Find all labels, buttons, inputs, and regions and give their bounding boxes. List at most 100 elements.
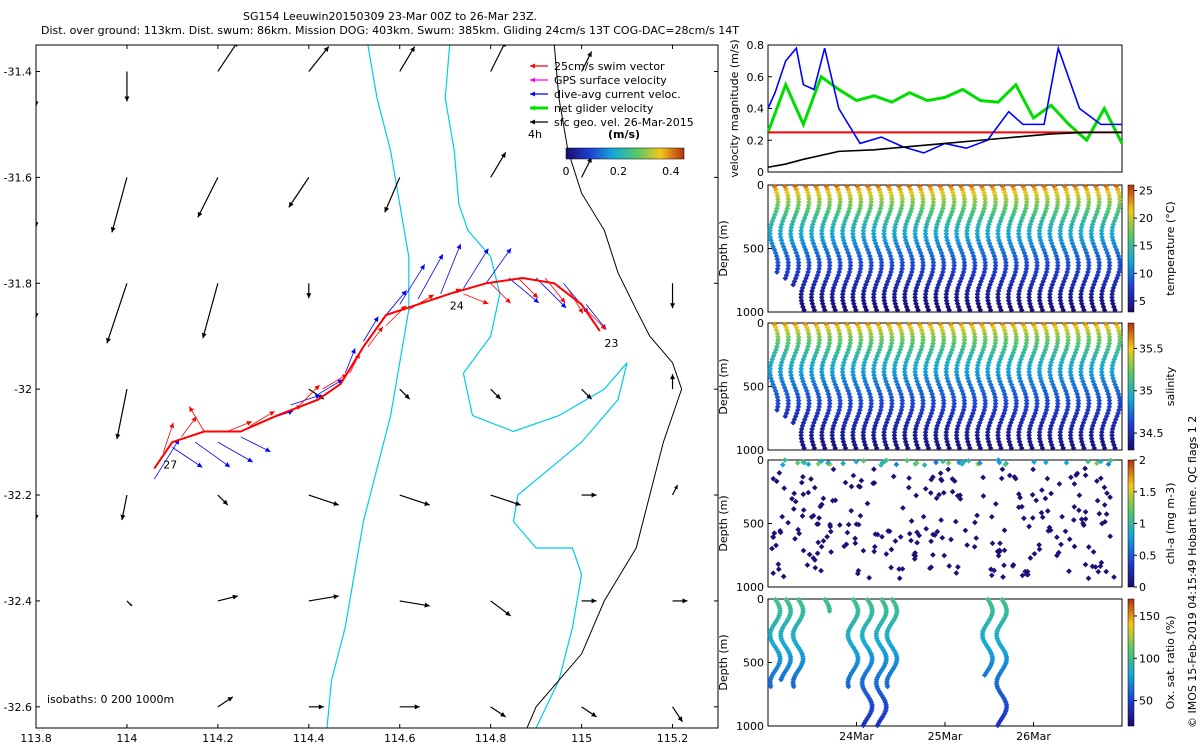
profile-point [889, 334, 895, 340]
chl-point [896, 566, 902, 572]
glider-track: 27 24 23 [153, 243, 618, 480]
profile-point [1106, 337, 1113, 343]
profile-point [850, 291, 856, 298]
chl-point [805, 489, 812, 496]
profile-point [795, 397, 802, 404]
chl-point [948, 536, 954, 543]
profile-point [808, 227, 815, 234]
chl-point [1090, 549, 1097, 555]
profile-point [1005, 432, 1012, 439]
profile-point [829, 369, 836, 375]
chl-point [1012, 475, 1019, 482]
sfc-velocity-arrow [672, 706, 684, 723]
chl-point [890, 473, 897, 480]
profile-point [1044, 259, 1051, 266]
profile-point [1096, 337, 1103, 343]
profile-point [943, 432, 950, 439]
sfc-velocity-arrow [201, 283, 219, 339]
profile-point [1036, 429, 1043, 436]
profile-point [873, 445, 880, 451]
chl-point [792, 498, 799, 505]
profile-point [974, 291, 981, 298]
profile-point [943, 231, 950, 237]
chl-point [1036, 542, 1042, 548]
profile-point [775, 397, 781, 404]
profile-point [964, 291, 970, 298]
profile-point [1023, 196, 1030, 202]
sfc-velocity-arrow [399, 494, 430, 506]
profile-point [894, 307, 901, 313]
profile-point [1023, 259, 1030, 266]
profile-point [847, 400, 854, 407]
chl-point [840, 460, 846, 467]
profile-point [964, 432, 970, 439]
profile-point [1008, 445, 1015, 451]
profile-point [857, 259, 864, 266]
profile-point [901, 291, 908, 298]
profile-point [1057, 432, 1064, 439]
profile-point [881, 227, 887, 234]
chl-point [1066, 568, 1072, 575]
profile-point [964, 429, 970, 436]
profile-point [878, 397, 885, 404]
colorbar-tick-label: 25 [1139, 185, 1153, 198]
profile-point [992, 199, 999, 205]
profile-point [826, 196, 833, 202]
profile-point [998, 445, 1004, 451]
profile-point [881, 369, 887, 375]
profile-point [1078, 294, 1084, 301]
colorbar-label: chl-a (mg m-3) [1164, 483, 1177, 565]
profile-point [795, 259, 802, 266]
profile-point [982, 400, 989, 407]
chl-point [776, 470, 783, 476]
profile-point [1047, 227, 1053, 234]
profile-point [795, 400, 802, 407]
chl-point [827, 528, 834, 535]
profile-point [982, 199, 989, 205]
velocity-frame [767, 44, 1123, 173]
chl-point [811, 484, 818, 491]
dac-arrow [344, 348, 356, 374]
profile-point [1078, 227, 1084, 234]
profile-point [1078, 432, 1084, 439]
chl-point [971, 543, 978, 550]
chl-point [1027, 555, 1034, 561]
chl-point [1056, 481, 1063, 487]
chl-point [1059, 513, 1065, 520]
profile-point [1023, 199, 1030, 205]
map-ytick-label: -32.2 [4, 489, 32, 502]
profile-point [953, 429, 960, 436]
sfc-velocity-arrow [106, 283, 128, 344]
chl-point [1066, 536, 1073, 543]
profile-point [953, 291, 960, 298]
colorbar-tick-label: 15 [1139, 240, 1153, 253]
chl-point [1030, 466, 1036, 473]
profile-point [1101, 445, 1108, 451]
colorbar [565, 147, 685, 160]
oxy-point [884, 683, 891, 690]
profile-point [878, 337, 885, 343]
profile-point [930, 259, 937, 266]
chl-point [781, 485, 788, 492]
map-ytick-label: -31.8 [4, 277, 32, 290]
profile-point [1013, 259, 1020, 266]
depth-ylabel: Depth (m) [717, 220, 730, 276]
profile-point [930, 400, 937, 407]
profile-point [868, 334, 875, 340]
profile-point [775, 196, 781, 202]
profile-point [1091, 307, 1098, 313]
profile-point [1112, 307, 1118, 313]
chl-point [1042, 495, 1049, 502]
profile-point [878, 334, 885, 340]
legend-interval-label: 4h [528, 128, 542, 141]
chl-point [1068, 474, 1074, 481]
profile-point [1003, 400, 1009, 407]
profile-point [1085, 196, 1092, 202]
profile-point [961, 334, 968, 340]
profile-point [912, 227, 919, 234]
profile-point [1098, 432, 1105, 439]
profile-point [1036, 231, 1043, 237]
profile-point [858, 400, 864, 407]
velocity-ytick-label: 0.6 [747, 71, 765, 84]
